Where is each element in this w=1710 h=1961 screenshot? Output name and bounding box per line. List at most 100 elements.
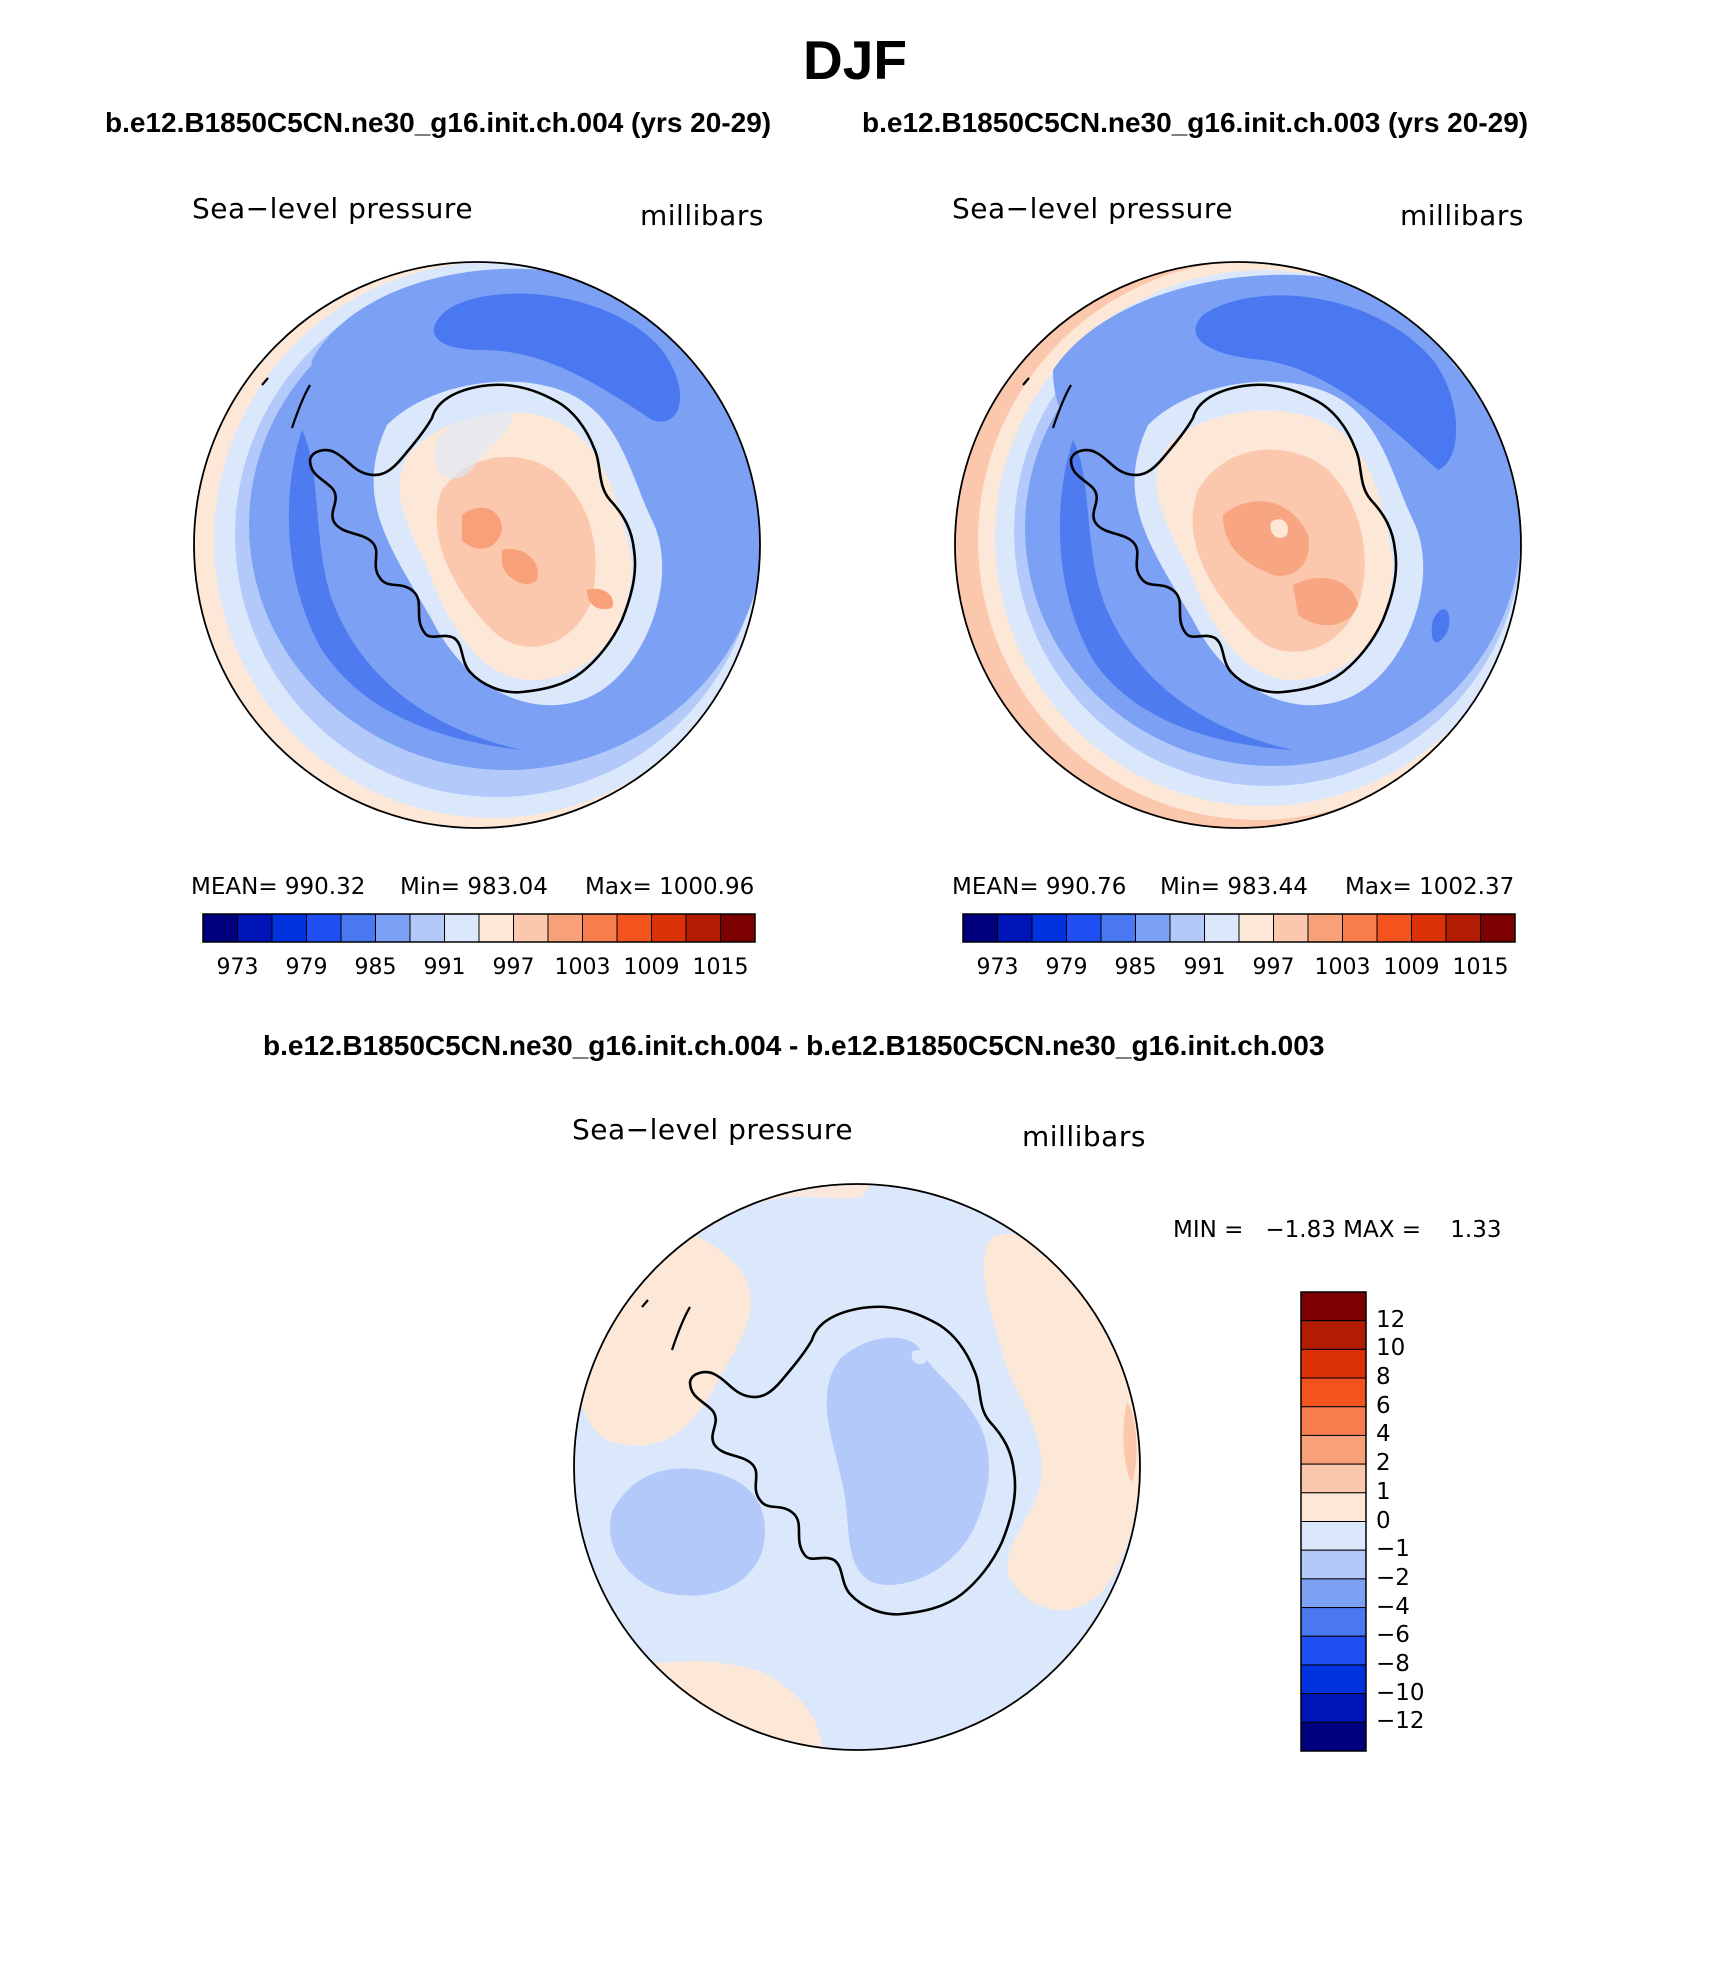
right-colorbar-border [962, 913, 1516, 943]
right-colorbar-swatch [1307, 913, 1343, 943]
right-map-coastline [1069, 383, 1398, 694]
diff-colorbar-tick-label: −8 [1376, 1650, 1410, 1677]
left-colorbar-swatch [685, 913, 721, 943]
diff-variable-label: Sea−level pressure [572, 1113, 854, 1146]
diff-map-border [573, 1183, 1141, 1751]
left-colorbar-swatch [375, 913, 411, 943]
diff-map-coastline [688, 1305, 1017, 1616]
left-colorbar-tick-label: 979 [285, 955, 328, 980]
diff-colorbar-swatch [1300, 1549, 1367, 1580]
diff-colorbar-tick-label: 1 [1376, 1478, 1391, 1505]
left-map-peak-3 [587, 588, 613, 610]
diff-colorbar-swatch [1300, 1607, 1367, 1637]
left-colorbar-swatch [271, 913, 307, 943]
right-colorbar-swatch [1031, 913, 1067, 943]
diff-colorbar-swatch [1300, 1635, 1367, 1666]
right-units-label: millibars [1400, 199, 1524, 232]
left-colorbar [202, 913, 756, 943]
diff-colorbar-swatch [1300, 1348, 1367, 1379]
diff-colorbar-swatch [1300, 1492, 1367, 1522]
diff-colorbar-tick-label: −2 [1376, 1564, 1410, 1591]
left-colorbar-swatch [720, 913, 756, 943]
left-colorbar-tick-label: 1009 [623, 955, 680, 980]
diff-colorbar-swatch [1300, 1578, 1367, 1609]
right-colorbar-tick-label: 1015 [1452, 955, 1509, 980]
right-colorbar-tick-label: 985 [1114, 955, 1157, 980]
left-variable-label: Sea−level pressure [192, 192, 474, 225]
left-map-low-pressure [433, 293, 681, 422]
header-right-case: b.e12.B1850C5CN.ne30_g16.init.ch.003 (yr… [862, 107, 1529, 138]
right-colorbar-tick-label: 997 [1252, 955, 1295, 980]
diff-colorbar-swatch [1300, 1377, 1367, 1408]
left-map-peak-1 [462, 507, 502, 549]
right-colorbar [962, 913, 1516, 943]
diff-colorbar [1300, 1291, 1367, 1752]
left-colorbar-swatch [409, 913, 445, 943]
figure-title: DJF [803, 29, 907, 91]
right-map-border [954, 261, 1522, 829]
diff-colorbar-swatch [1300, 1406, 1367, 1436]
right-colorbar-tick-label: 979 [1045, 955, 1088, 980]
right-colorbar-swatch [1273, 913, 1309, 943]
diff-colorbar-tick-label: 6 [1376, 1392, 1391, 1419]
header-left-case: b.e12.B1850C5CN.ne30_g16.init.ch.004 (yr… [105, 107, 772, 138]
left-colorbar-swatch [547, 913, 583, 943]
right-colorbar-swatch [1238, 913, 1274, 943]
left-map-peak-2 [502, 549, 538, 585]
diff-map-negative-antarctic [826, 1337, 989, 1585]
diff-colorbar-tick-label: −4 [1376, 1593, 1410, 1620]
right-colorbar-swatch [1342, 913, 1378, 943]
diff-colorbar-swatch [1300, 1693, 1367, 1723]
diff-colorbar-tick-label: 4 [1376, 1421, 1391, 1448]
left-map-border [193, 261, 761, 829]
diff-colorbar-tick-label: −12 [1376, 1708, 1425, 1735]
left-colorbar-swatch [513, 913, 549, 943]
diff-colorbar-tick-label: 10 [1376, 1335, 1406, 1362]
diff-map [573, 1183, 1141, 1751]
left-colorbar-border [202, 913, 756, 943]
left-colorbar-swatch [651, 913, 687, 943]
right-map-peak-2 [1293, 577, 1358, 626]
right-colorbar-swatch [1100, 913, 1136, 943]
right-colorbar-tick-label: 991 [1183, 955, 1226, 980]
left-colorbar-swatch [616, 913, 652, 943]
left-map-west-low [288, 430, 522, 750]
left-colorbar-tick-label: 991 [423, 955, 466, 980]
right-variable-label: Sea−level pressure [952, 192, 1234, 225]
right-colorbar-swatch [1204, 913, 1240, 943]
left-colorbar-swatch [202, 913, 238, 943]
right-map-west-low [1059, 440, 1293, 750]
diff-colorbar-swatch [1300, 1721, 1367, 1752]
right-colorbar-swatch [1066, 913, 1102, 943]
diff-units-label: millibars [1022, 1120, 1146, 1153]
right-map-low-pressure [1195, 295, 1457, 470]
left-map [193, 261, 761, 829]
right-map-peak-1 [1223, 501, 1309, 576]
left-colorbar-swatch [340, 913, 376, 943]
left-colorbar-swatch [444, 913, 480, 943]
left-colorbar-swatch [306, 913, 342, 943]
left-max-stat: Max= 1000.96 [585, 874, 755, 900]
diff-colorbar-tick-label: −10 [1376, 1679, 1425, 1706]
right-colorbar-swatch [1135, 913, 1171, 943]
left-colorbar-tick-label: 973 [216, 955, 259, 980]
right-max-stat: Max= 1002.37 [1345, 874, 1515, 900]
diff-colorbar-tick-label: 0 [1376, 1507, 1391, 1534]
diff-minmax-stat: MIN = −1.83 MAX = 1.33 [1173, 1217, 1502, 1243]
left-colorbar-tick-label: 1015 [692, 955, 749, 980]
right-mean-stat: MEAN= 990.76 [952, 874, 1127, 900]
right-colorbar-swatch [1480, 913, 1516, 943]
right-colorbar-swatch [1445, 913, 1481, 943]
right-colorbar-swatch [1169, 913, 1205, 943]
right-colorbar-tick-label: 973 [976, 955, 1019, 980]
diff-colorbar-swatch [1300, 1434, 1367, 1465]
diff-colorbar-tick-label: 2 [1376, 1450, 1391, 1477]
diff-colorbar-swatch [1300, 1521, 1367, 1551]
right-colorbar-tick-label: 1003 [1314, 955, 1371, 980]
diff-colorbar-tick-label: −1 [1376, 1536, 1410, 1563]
diff-colorbar-swatch [1300, 1291, 1367, 1322]
diff-colorbar-border [1300, 1291, 1367, 1752]
diff-colorbar-swatch [1300, 1463, 1367, 1494]
left-map-coastline [308, 383, 637, 694]
diff-colorbar-swatch [1300, 1320, 1367, 1350]
